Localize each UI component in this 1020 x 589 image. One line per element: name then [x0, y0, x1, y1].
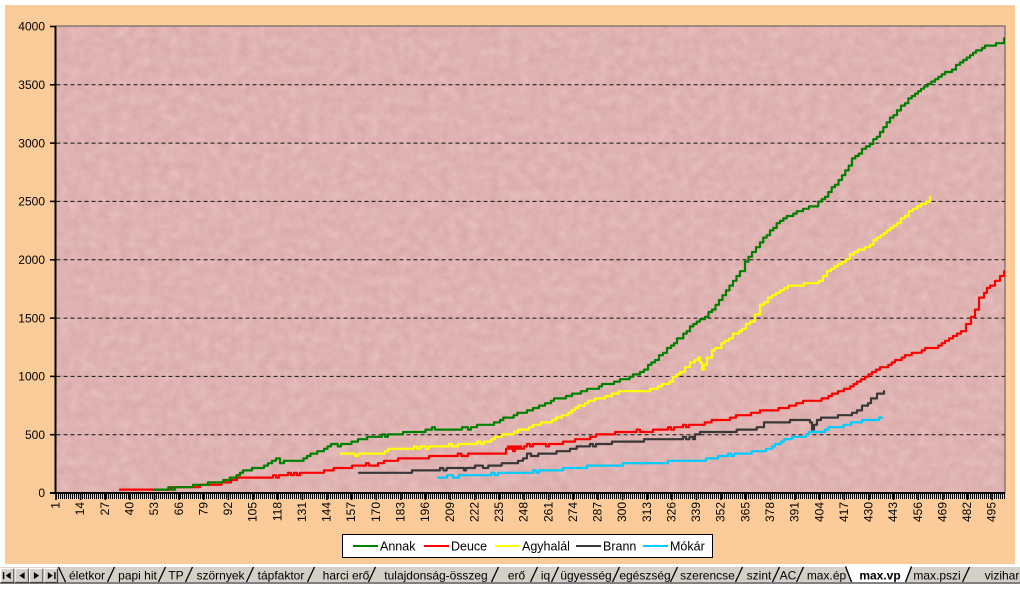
svg-text:248: 248: [517, 502, 531, 522]
svg-text:1: 1: [49, 502, 63, 509]
svg-text:183: 183: [394, 502, 408, 522]
svg-text:391: 391: [788, 502, 802, 522]
svg-text:287: 287: [591, 502, 605, 522]
svg-text:ügyesség: ügyesség: [560, 569, 611, 583]
svg-text:274: 274: [566, 502, 580, 522]
svg-text:Deuce: Deuce: [451, 540, 487, 554]
svg-text:131: 131: [295, 502, 309, 522]
svg-text:326: 326: [665, 502, 679, 522]
svg-text:378: 378: [763, 502, 777, 522]
svg-text:170: 170: [369, 502, 383, 522]
svg-text:443: 443: [886, 502, 900, 522]
svg-text:157: 157: [344, 502, 358, 522]
svg-text:417: 417: [837, 502, 851, 522]
svg-text:92: 92: [221, 502, 235, 516]
svg-text:196: 196: [418, 502, 432, 522]
svg-text:életkor: életkor: [69, 569, 105, 583]
svg-text:erő: erő: [508, 569, 526, 583]
svg-text:TP: TP: [168, 569, 183, 583]
svg-text:szint: szint: [747, 569, 772, 583]
svg-text:AC: AC: [780, 569, 797, 583]
svg-text:209: 209: [443, 502, 457, 522]
svg-text:max.pszi: max.pszi: [913, 569, 960, 583]
svg-text:300: 300: [615, 502, 629, 522]
svg-text:404: 404: [812, 502, 826, 522]
svg-text:339: 339: [689, 502, 703, 522]
svg-text:79: 79: [196, 502, 210, 516]
svg-text:105: 105: [246, 502, 260, 522]
svg-text:222: 222: [467, 502, 481, 522]
svg-text:egészség: egészség: [619, 569, 670, 583]
svg-text:456: 456: [911, 502, 925, 522]
svg-text:tulajdonság-összeg: tulajdonság-összeg: [384, 569, 487, 583]
svg-text:szörnyek: szörnyek: [196, 569, 245, 583]
svg-text:1500: 1500: [18, 311, 45, 325]
svg-text:3000: 3000: [18, 136, 45, 150]
svg-text:313: 313: [640, 502, 654, 522]
svg-text:66: 66: [172, 502, 186, 516]
svg-text:Brann: Brann: [603, 540, 636, 554]
svg-text:Agyhalál: Agyhalál: [522, 540, 570, 554]
svg-text:482: 482: [960, 502, 974, 522]
svg-text:4000: 4000: [18, 20, 45, 34]
svg-text:14: 14: [73, 502, 87, 516]
svg-text:max.ép: max.ép: [807, 569, 847, 583]
svg-text:40: 40: [123, 502, 137, 516]
svg-text:2000: 2000: [18, 253, 45, 267]
svg-text:papi hit: papi hit: [118, 569, 157, 583]
svg-text:469: 469: [936, 502, 950, 522]
svg-text:144: 144: [320, 502, 334, 522]
svg-text:Annak: Annak: [380, 540, 416, 554]
svg-text:500: 500: [25, 428, 45, 442]
svg-text:0: 0: [38, 486, 45, 500]
svg-text:1000: 1000: [18, 370, 45, 384]
svg-text:430: 430: [862, 502, 876, 522]
svg-text:viziharc: viziharc: [985, 569, 1020, 583]
svg-text:2500: 2500: [18, 195, 45, 209]
svg-text:53: 53: [147, 502, 161, 516]
svg-text:szerencse: szerencse: [680, 569, 735, 583]
svg-text:261: 261: [541, 502, 555, 522]
svg-text:118: 118: [270, 502, 284, 521]
svg-text:365: 365: [738, 502, 752, 522]
svg-text:495: 495: [985, 502, 999, 522]
svg-text:tápfaktor: tápfaktor: [258, 569, 305, 583]
svg-text:352: 352: [714, 502, 728, 522]
svg-text:27: 27: [98, 502, 112, 516]
svg-text:3500: 3500: [18, 78, 45, 92]
svg-text:235: 235: [492, 502, 506, 522]
svg-text:harci erő: harci erő: [323, 569, 370, 583]
svg-text:max.vp: max.vp: [859, 569, 900, 583]
svg-text:Mókár: Mókár: [670, 540, 705, 554]
svg-text:iq: iq: [541, 569, 550, 583]
